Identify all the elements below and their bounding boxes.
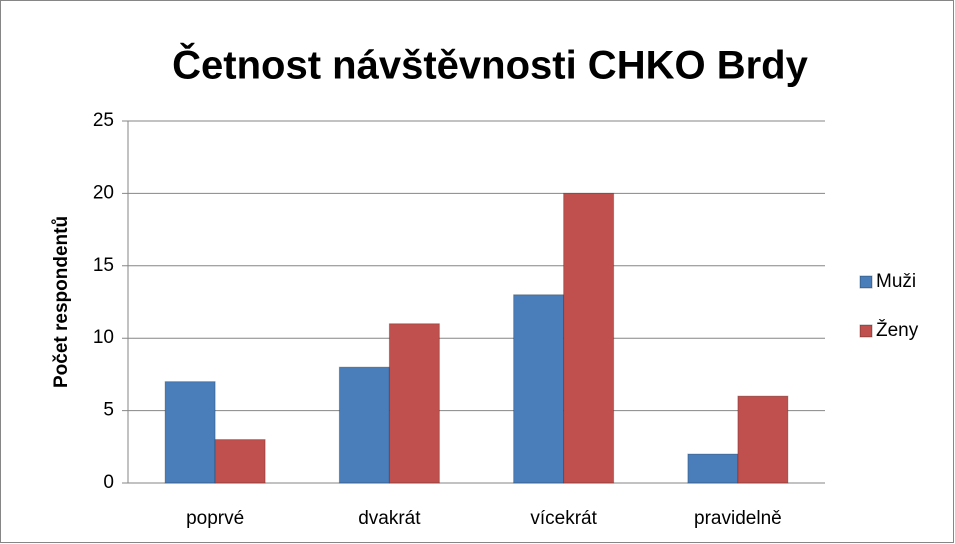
x-tick-label: dvakrát xyxy=(358,508,421,529)
y-tick-label: 10 xyxy=(93,327,114,348)
bar xyxy=(687,453,739,484)
y-tick-label: 0 xyxy=(103,472,114,493)
y-tick-label: 25 xyxy=(93,110,114,131)
bar xyxy=(214,439,266,484)
x-tick-label: vícekrát xyxy=(530,508,597,529)
bar xyxy=(164,381,216,484)
bar xyxy=(737,395,789,484)
legend-swatch xyxy=(859,275,873,289)
legend-label: Muži xyxy=(876,271,916,292)
bar xyxy=(563,192,615,484)
bar xyxy=(513,294,565,484)
y-tick-label: 5 xyxy=(103,400,114,421)
legend-label: Ženy xyxy=(876,319,919,341)
bar xyxy=(388,323,440,484)
bar xyxy=(338,366,390,484)
chart-title: Četnost návštěvnosti CHKO Brdy xyxy=(172,42,808,88)
x-tick-label: poprvé xyxy=(186,508,244,529)
legend-swatch xyxy=(859,324,873,338)
y-axis-label: Počet respondentů xyxy=(51,216,72,388)
y-tick-label: 20 xyxy=(93,182,114,203)
y-tick-label: 15 xyxy=(93,255,114,276)
x-tick-label: pravidelně xyxy=(694,508,782,529)
